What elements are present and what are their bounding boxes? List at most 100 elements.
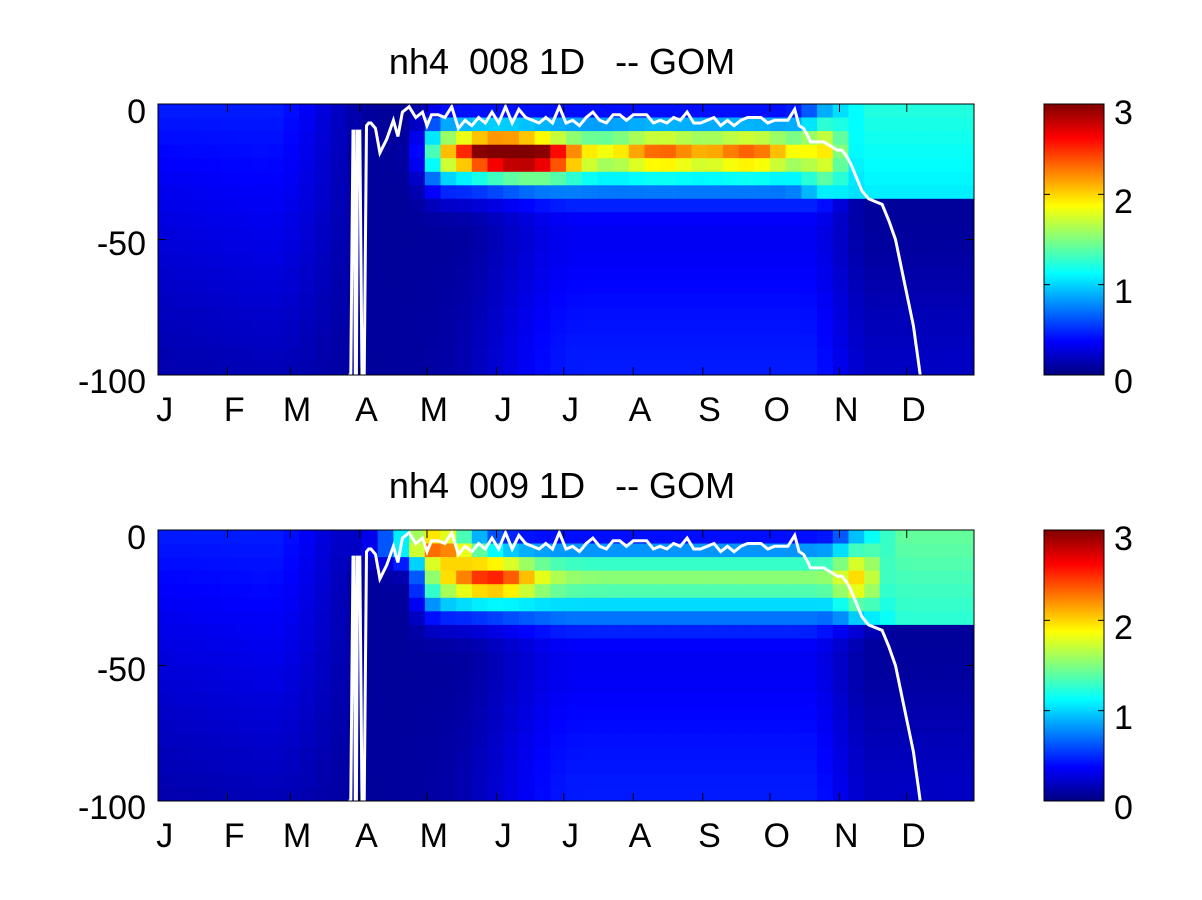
heatmap-cell (205, 266, 222, 281)
heatmap-cell (220, 361, 238, 375)
heatmap-cell (299, 347, 316, 363)
x-tick-label: S (698, 817, 721, 855)
heatmap-cell (848, 307, 865, 322)
heatmap-cell (644, 171, 661, 186)
heatmap-cell (785, 692, 802, 707)
heatmap-cell (456, 225, 473, 241)
heatmap-cell (785, 212, 802, 227)
heatmap-cell (644, 597, 661, 612)
heatmap-cell (330, 320, 347, 335)
heatmap-cells (158, 530, 974, 801)
heatmap-cell (597, 131, 614, 146)
heatmap-cell (393, 746, 410, 761)
heatmap-cell (817, 347, 834, 363)
heatmap-cell (236, 253, 253, 268)
heatmap-cell (330, 719, 347, 734)
heatmap-cell (456, 198, 473, 213)
heatmap-cell (471, 760, 489, 775)
heatmap-cell (534, 239, 551, 254)
heatmap-cell (911, 144, 928, 159)
heatmap-cell (283, 198, 300, 213)
heatmap-cell (346, 104, 363, 119)
heatmap-cell (801, 719, 818, 734)
heatmap-cell (173, 530, 190, 545)
heatmap-cell (550, 773, 567, 789)
heatmap-cell (785, 280, 802, 295)
heatmap-cell (942, 624, 959, 639)
heatmap-cell (267, 266, 285, 281)
heatmap-cell (283, 624, 300, 639)
heatmap-cell (424, 584, 442, 599)
heatmap-cell (252, 638, 269, 653)
heatmap-cell (534, 597, 551, 612)
heatmap-cell (801, 212, 818, 227)
heatmap-cell (314, 144, 332, 159)
heatmap-cell (220, 293, 238, 308)
heatmap-cell (550, 225, 567, 241)
heatmap-cell (832, 320, 850, 335)
heatmap-cell (722, 746, 740, 761)
heatmap-cell (456, 760, 473, 775)
heatmap-cell (675, 733, 693, 748)
heatmap-cell (471, 611, 489, 626)
heatmap-cell (770, 280, 787, 295)
heatmap-cell (911, 570, 928, 585)
heatmap-cell (785, 665, 802, 680)
heatmap-cell (581, 280, 598, 295)
heatmap-cell (518, 334, 536, 349)
heatmap-cell (660, 104, 677, 119)
heatmap-cell (550, 185, 567, 200)
heatmap-cell (926, 706, 944, 721)
heatmap-cell (456, 611, 473, 626)
heatmap-cell (550, 361, 567, 375)
heatmap-cell (770, 760, 787, 775)
heatmap-cell (628, 584, 646, 599)
heatmap-cell (236, 773, 253, 789)
heatmap-cell (534, 347, 551, 363)
heatmap-cell (314, 773, 332, 789)
heatmap-cell (487, 253, 504, 268)
heatmap-cell (660, 361, 677, 375)
heatmap-cell (252, 692, 269, 707)
heatmap-cell (471, 131, 489, 146)
heatmap-cell (817, 334, 834, 349)
heatmap-cell (503, 773, 520, 789)
heatmap-cell (613, 361, 630, 375)
heatmap-cell (566, 320, 583, 335)
heatmap-cell (864, 584, 881, 599)
heatmap-cell (770, 212, 787, 227)
heatmap-cell (895, 787, 912, 801)
heatmap-cell (205, 760, 222, 775)
heatmap-cell (487, 679, 504, 694)
heatmap-cell (754, 320, 771, 335)
heatmap-cell (785, 652, 802, 667)
heatmap-cell (613, 334, 630, 349)
heatmap-cell (879, 293, 897, 308)
heatmap-cell (440, 638, 457, 653)
heatmap-cell (314, 638, 332, 653)
heatmap-cell (926, 104, 944, 119)
heatmap-cell (252, 307, 269, 322)
heatmap-cell (189, 706, 206, 721)
heatmap-cell (236, 334, 253, 349)
heatmap-cell (487, 652, 504, 667)
heatmap-cell (597, 171, 614, 186)
heatmap-cell (487, 706, 504, 721)
heatmap-cell (314, 543, 332, 558)
heatmap-cell (409, 307, 426, 322)
heatmap-cell (424, 570, 442, 585)
colorbar-tick-label: 3 (1114, 520, 1133, 558)
heatmap-cell (518, 733, 536, 748)
heatmap-cell (456, 293, 473, 308)
heatmap-cell (754, 719, 771, 734)
heatmap-cell (314, 225, 332, 241)
heatmap-cell (252, 543, 269, 558)
x-tick-label: J (562, 817, 579, 855)
heatmap-cell (550, 611, 567, 626)
heatmap-cell (754, 185, 771, 200)
heatmap-cell (299, 280, 316, 295)
heatmap-cell (283, 543, 300, 558)
heatmap-cell (785, 624, 802, 639)
heatmap-cell (911, 557, 928, 572)
